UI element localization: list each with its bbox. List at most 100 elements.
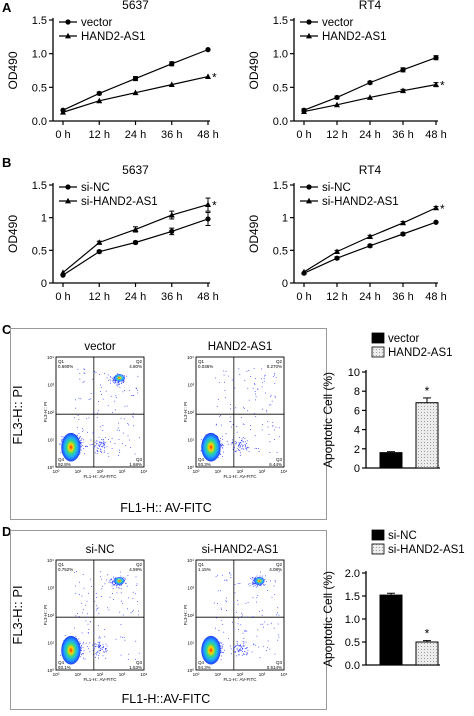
event-dot [222,644,224,645]
data-point-triangle [132,226,139,232]
event-dot [79,441,81,442]
event-dot [82,653,84,655]
event-dot [274,429,275,431]
data-point-circle [367,80,373,86]
legend-marker-triangle [65,32,71,39]
event-dot [107,607,108,609]
event-dot [106,377,108,379]
event-dot [110,382,111,384]
flow-x-tick: 10⁰ [193,469,200,474]
data-point-circle [400,67,406,73]
event-dot [238,444,240,446]
event-dot [98,612,100,614]
event-dot [112,379,114,381]
event-dot [255,584,257,585]
data-point-circle [169,61,175,67]
event-dot [246,370,248,372]
series-line-si-HAND2-AS1 [62,204,209,274]
event-dot [100,647,101,649]
event-dot [93,449,95,450]
event-dot [245,445,246,446]
event-dot [244,380,246,382]
event-dot [220,454,221,455]
event-dot [120,417,122,419]
x-tick-label: 36 h [161,291,182,303]
significance-star: * [440,202,445,216]
x-tick-label: 36 h [392,291,413,303]
event-dot [240,624,242,626]
event-dot [115,397,117,398]
data-point-triangle [301,108,307,114]
event-dot [247,602,249,603]
event-dot [110,376,111,377]
y-tick-label: 1.5 [345,591,360,603]
event-dot [98,646,100,648]
x-tick-label: 36 h [161,129,182,141]
y-axis-label: Apoptotic Cell (%) [321,372,335,468]
event-dot [231,426,232,428]
event-dot [101,441,102,443]
event-dot [232,439,233,441]
event-dot [224,649,225,651]
event-dot [124,390,125,391]
event-dot [85,642,87,644]
data-point-triangle [168,211,175,218]
event-dot [99,645,100,647]
legend-marker-triangle [306,197,312,204]
event-dot [120,584,122,585]
event-dot [102,425,104,426]
flow-x-tick: 10¹ [215,469,222,474]
event-dot [236,426,238,427]
event-dot [100,650,101,651]
event-dot [74,417,75,419]
event-dot [277,607,279,609]
event-dot [256,448,257,449]
event-dot [96,654,98,656]
event-dot [128,424,129,426]
quadrant-value: 1.68% [129,462,142,467]
event-dot [106,446,108,448]
event-dot [92,644,93,646]
event-dot [254,383,255,384]
event-dot [112,412,114,413]
event-dot [222,447,223,449]
quadrant-value: 1.53% [129,665,142,670]
event-dot [79,643,81,644]
event-dot [112,581,114,582]
event-dot [124,377,126,379]
event-dot [115,380,116,382]
event-dot [101,648,103,650]
event-dot [117,587,119,588]
event-dot [82,643,84,645]
event-dot [99,442,101,443]
event-dot [239,437,240,438]
event-dot [124,577,126,579]
event-dot [93,371,95,373]
event-dot [244,651,246,652]
event-dot [267,640,269,642]
event-dot [81,443,82,445]
event-dot [98,647,99,649]
event-dot [254,578,255,579]
flow-plot-title: HAND2-AS1 [208,341,273,353]
event-dot [257,388,259,390]
event-dot [255,396,257,398]
event-dot [253,582,255,584]
event-dot [93,447,95,449]
event-dot [243,423,245,425]
flow-x-tick: 10⁴ [141,469,148,474]
y-tick-label: 1.5 [32,15,47,27]
event-dot [215,424,217,426]
event-dot [221,443,223,445]
event-dot [85,445,87,447]
event-dot [259,611,260,612]
event-dot [75,592,77,594]
event-dot [241,439,243,441]
legend-label: si-NC [81,182,110,194]
event-dot [234,387,236,389]
event-dot [84,369,86,370]
population-density-late [114,577,125,585]
x-tick-label: 48 h [197,291,218,303]
data-point-circle [96,90,102,96]
x-tick-label: 0 h [55,291,70,303]
